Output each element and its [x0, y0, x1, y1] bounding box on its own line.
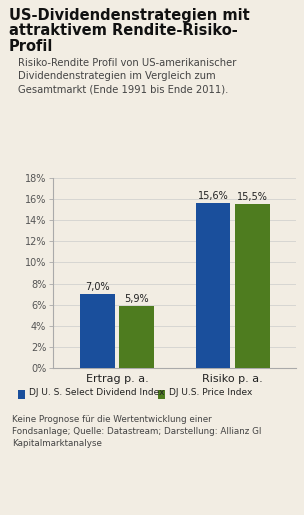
Bar — [235, 204, 270, 368]
Text: 15,5%: 15,5% — [237, 192, 268, 202]
Text: attraktivem Rendite-Risiko-: attraktivem Rendite-Risiko- — [9, 23, 238, 38]
Text: DJ U. S. Select Dividend Index: DJ U. S. Select Dividend Index — [29, 388, 165, 398]
Text: US-Dividendenstrategien mit: US-Dividendenstrategien mit — [9, 8, 250, 23]
Text: 15,6%: 15,6% — [198, 191, 228, 201]
Bar — [119, 306, 154, 368]
Text: Keine Prognose für die Wertentwicklung einer
Fondsanlage; Quelle: Datastream; Da: Keine Prognose für die Wertentwicklung e… — [12, 415, 261, 448]
Bar — [80, 294, 115, 368]
Text: DJ U.S. Price Index: DJ U.S. Price Index — [169, 388, 253, 398]
Text: 5,9%: 5,9% — [124, 294, 149, 304]
Bar — [196, 203, 230, 368]
Text: 7,0%: 7,0% — [85, 282, 109, 292]
Text: Risiko-Rendite Profil von US-amerikanischer
Dividendenstrategien im Vergleich zu: Risiko-Rendite Profil von US-amerikanisc… — [18, 58, 237, 95]
Text: Profil: Profil — [9, 39, 54, 54]
